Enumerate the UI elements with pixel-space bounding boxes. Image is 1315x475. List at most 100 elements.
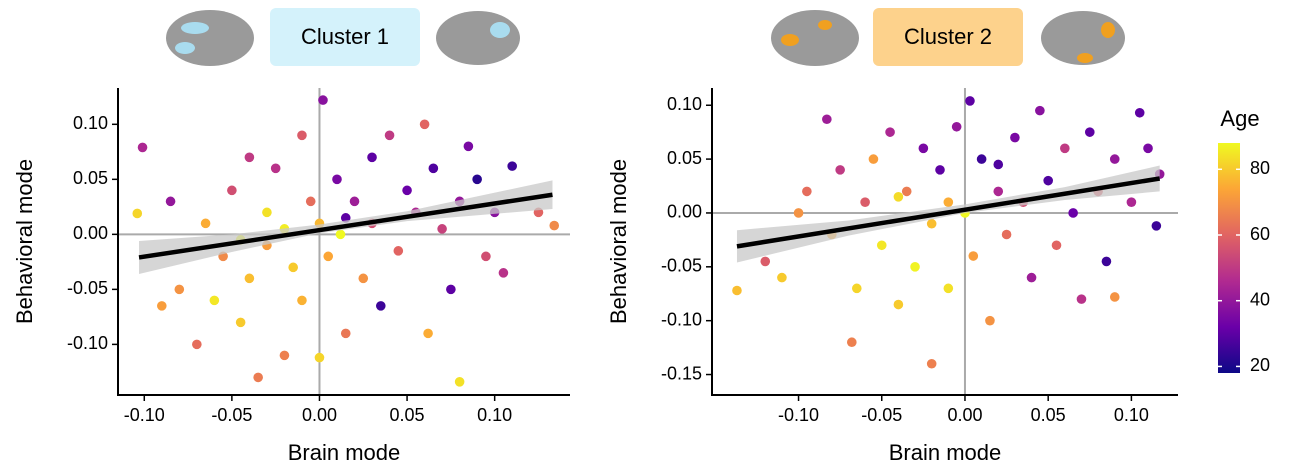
colorbar-tick-label: 80 xyxy=(1250,158,1270,178)
point xyxy=(1068,208,1078,218)
y-tick-label: 0.05 xyxy=(73,168,108,188)
point xyxy=(1151,221,1162,231)
brain-patch xyxy=(818,20,832,30)
point xyxy=(1143,143,1153,154)
point xyxy=(323,251,334,262)
point xyxy=(1035,105,1045,116)
point xyxy=(192,339,202,350)
point xyxy=(235,317,246,328)
brain-icon xyxy=(771,10,859,66)
y-tick-label: -0.10 xyxy=(67,333,108,353)
point xyxy=(1134,107,1145,118)
point xyxy=(332,174,342,185)
x-tick-label: -0.10 xyxy=(124,405,165,425)
point xyxy=(335,229,346,240)
point xyxy=(423,328,433,339)
brain-patch xyxy=(781,34,799,46)
x-tick-label: 0.00 xyxy=(302,405,337,425)
brain-icons xyxy=(166,10,1125,66)
point xyxy=(446,284,456,295)
x-tick-label: 0.10 xyxy=(1114,405,1149,425)
point xyxy=(297,295,307,306)
point xyxy=(549,220,560,231)
point xyxy=(253,372,263,383)
point xyxy=(463,141,474,152)
point xyxy=(1109,292,1120,302)
x-tick-label: -0.10 xyxy=(778,405,819,425)
point xyxy=(1043,175,1053,186)
point xyxy=(137,142,148,153)
point xyxy=(1060,143,1070,154)
point xyxy=(943,283,954,294)
point xyxy=(481,251,491,262)
point xyxy=(340,328,351,339)
point xyxy=(454,376,465,387)
point xyxy=(367,152,377,163)
point xyxy=(318,95,328,105)
point xyxy=(244,152,255,163)
point xyxy=(918,143,929,154)
point xyxy=(349,196,360,207)
point xyxy=(279,350,290,361)
panel-title: Cluster 2 xyxy=(904,24,992,49)
point xyxy=(893,299,904,310)
point xyxy=(227,185,237,196)
point xyxy=(732,285,742,296)
point xyxy=(968,251,979,261)
point xyxy=(472,174,482,185)
point xyxy=(901,186,912,197)
point xyxy=(174,284,185,295)
point xyxy=(262,207,272,218)
point xyxy=(498,268,509,278)
point xyxy=(910,262,920,272)
y-axis-title: Behavioral mode xyxy=(12,159,37,324)
title-box xyxy=(873,8,1023,66)
point xyxy=(428,163,439,174)
point xyxy=(985,315,995,326)
point xyxy=(868,154,879,164)
x-tick-label: 0.05 xyxy=(390,405,425,425)
point xyxy=(384,130,395,141)
point xyxy=(393,246,404,256)
point xyxy=(132,208,143,219)
brain-patch xyxy=(1077,53,1093,63)
colorbar-tick-label: 60 xyxy=(1250,224,1270,244)
point xyxy=(437,224,447,234)
colorbar-tick-label: 40 xyxy=(1250,289,1270,309)
point xyxy=(1026,272,1037,283)
point xyxy=(926,218,937,229)
point xyxy=(507,161,517,171)
point xyxy=(1051,240,1062,251)
point xyxy=(835,165,845,175)
point xyxy=(943,197,954,207)
point xyxy=(976,154,987,164)
fit-line xyxy=(138,192,553,260)
x-tick-label: 0.00 xyxy=(947,405,982,425)
point xyxy=(165,196,176,207)
point xyxy=(851,283,862,294)
colorbar-title: Age xyxy=(1220,106,1259,131)
point xyxy=(993,159,1004,170)
brain-patch xyxy=(1101,22,1115,38)
point xyxy=(244,273,255,284)
colorbar xyxy=(1218,143,1240,373)
y-tick-label: 0.10 xyxy=(73,113,108,133)
point xyxy=(375,301,386,311)
point xyxy=(200,218,211,229)
point xyxy=(1126,197,1137,207)
point xyxy=(358,273,369,284)
y-tick-label: -0.15 xyxy=(661,363,702,383)
y-tick-label: 0.10 xyxy=(667,94,702,114)
point xyxy=(993,186,1004,197)
point xyxy=(402,185,412,196)
y-tick-label: 0.00 xyxy=(667,202,702,222)
point xyxy=(793,208,804,218)
point xyxy=(156,301,167,311)
point xyxy=(1109,154,1120,164)
x-tick-label: 0.10 xyxy=(477,405,512,425)
x-axis-title: Brain mode xyxy=(889,440,1002,465)
point xyxy=(314,352,325,363)
point xyxy=(1001,229,1012,240)
point xyxy=(847,337,857,348)
